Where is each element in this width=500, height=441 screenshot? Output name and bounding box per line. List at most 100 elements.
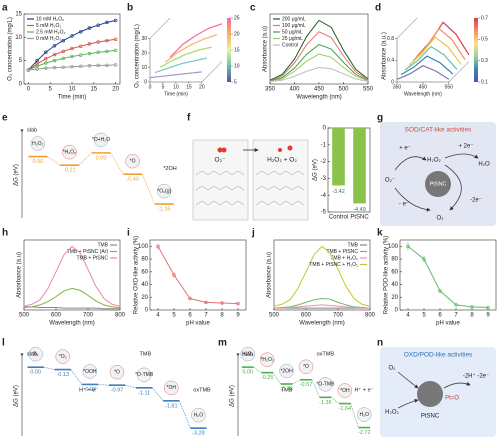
energy-value: -1.64 [339, 406, 352, 412]
legend-label: TMB [347, 242, 358, 248]
diagram-label: O₂⁻ [385, 178, 395, 184]
x-tick-label: 7 [204, 313, 208, 319]
x-tick-label: 400 [289, 87, 300, 93]
f-illustration [192, 139, 309, 221]
diagram-label: + 2e⁻ [458, 144, 473, 150]
x-tick-label: 9 [236, 313, 240, 319]
bar [353, 128, 366, 204]
bar-value: -3.42 [332, 189, 345, 195]
energy-connector [272, 372, 281, 385]
x-tick-label: 0 [149, 84, 152, 90]
data-point [44, 61, 48, 65]
x-tick-label: 9 [486, 313, 490, 319]
panel-label: n [377, 338, 383, 349]
energy-connector [331, 397, 340, 404]
x-tick-label: 4 [156, 313, 160, 319]
legend-label: TMB + PtSNC [326, 249, 358, 255]
y-tick-label: -3 [321, 176, 327, 182]
data-line [274, 304, 370, 309]
energy-connector [152, 387, 164, 402]
diagram-title: OXD/POD-like activities [404, 352, 473, 359]
data-point [105, 49, 109, 54]
y-tick-label: 60 [141, 269, 148, 275]
x-tick-label: 5 [162, 84, 165, 90]
colorbar [227, 18, 231, 82]
data-point [52, 43, 57, 48]
diagram-label: -2e⁻ [470, 198, 482, 204]
y-axis-label: Relative POD-like activity (%) [384, 236, 390, 314]
structure-icon [30, 136, 46, 151]
energy-value: -1.11 [138, 390, 150, 396]
state-label: *OH [167, 385, 177, 391]
data-point [486, 305, 490, 310]
panel-label: c [250, 3, 256, 14]
y-tick-label: 0 [144, 79, 147, 85]
data-line [269, 31, 369, 82]
energy-value: -0.97 [111, 388, 124, 394]
energy-connector [47, 156, 61, 166]
data-point [188, 296, 192, 301]
annotation: H⁺ + e⁻ [354, 386, 373, 393]
legend-label: 25 μg/mL [282, 36, 303, 42]
data-point [96, 40, 100, 44]
data-line [273, 245, 371, 307]
data-line [269, 19, 369, 81]
energy-connector [97, 384, 109, 386]
panel-label: f [187, 113, 191, 124]
structure-icon [357, 407, 372, 422]
state-label: *O+H₂O [92, 137, 110, 143]
annotation: slab [27, 127, 37, 133]
colorbar [474, 18, 478, 82]
energy-value: -0.57 [300, 382, 313, 388]
energy-connector [110, 152, 124, 175]
energy-value: -0.21 [63, 168, 76, 174]
data-point [204, 300, 208, 305]
state-label: H₂O₂ [32, 141, 43, 147]
state-label: H₂O [360, 412, 370, 418]
x-tick-label: 600 [51, 313, 62, 319]
data-point [35, 62, 39, 66]
y-tick-label: 40 [391, 282, 398, 288]
state-label: *O-TMB [135, 372, 154, 378]
state-label: *OH [340, 388, 350, 394]
annotation: *2OH [163, 166, 176, 172]
x-axis-label: pH value [186, 321, 210, 327]
plot-frame [327, 127, 371, 213]
structure-icon [28, 346, 43, 362]
y-axis-label: ΔG (eV) [14, 164, 20, 186]
data-point [422, 257, 426, 261]
y-tick-label: 0 [19, 82, 23, 88]
y-tick-label: -4 [321, 193, 327, 199]
x-axis-label: Wavelength (nm) [299, 321, 344, 327]
data-point [113, 63, 118, 67]
data-point [105, 38, 109, 43]
energy-value: -0.25 [261, 375, 274, 381]
structure-icon [136, 367, 152, 383]
waterfall-line [169, 23, 223, 58]
data-point [172, 273, 176, 277]
data-point [70, 54, 74, 59]
y-tick-label: 100 [138, 244, 149, 250]
waterfall-line [412, 27, 466, 62]
energy-value: 0.00 [32, 159, 43, 165]
data-line [269, 43, 369, 82]
colorbar-tick-label: 10 [234, 63, 240, 69]
data-point [113, 18, 118, 23]
legend-label: 200 μg/mL [282, 16, 306, 22]
panel-label: g [377, 113, 383, 124]
data-point [70, 64, 74, 69]
panel-label: e [2, 113, 8, 124]
colorbar-tick-label: 0.1 [481, 79, 488, 85]
x-tick-label: 550 [445, 84, 454, 90]
structure-icon [298, 359, 314, 375]
bar [332, 128, 345, 186]
structure-icon [240, 346, 255, 362]
annotation: slab [243, 351, 253, 357]
x-tick-label: 8 [220, 313, 224, 319]
data-point [61, 49, 66, 54]
x-axis-label: Wavelength (nm) [296, 95, 341, 101]
x-tick-label: 20 [112, 87, 119, 93]
y-tick-label: 20 [141, 295, 148, 301]
panel-label: d [375, 3, 381, 14]
data-point [87, 51, 92, 56]
